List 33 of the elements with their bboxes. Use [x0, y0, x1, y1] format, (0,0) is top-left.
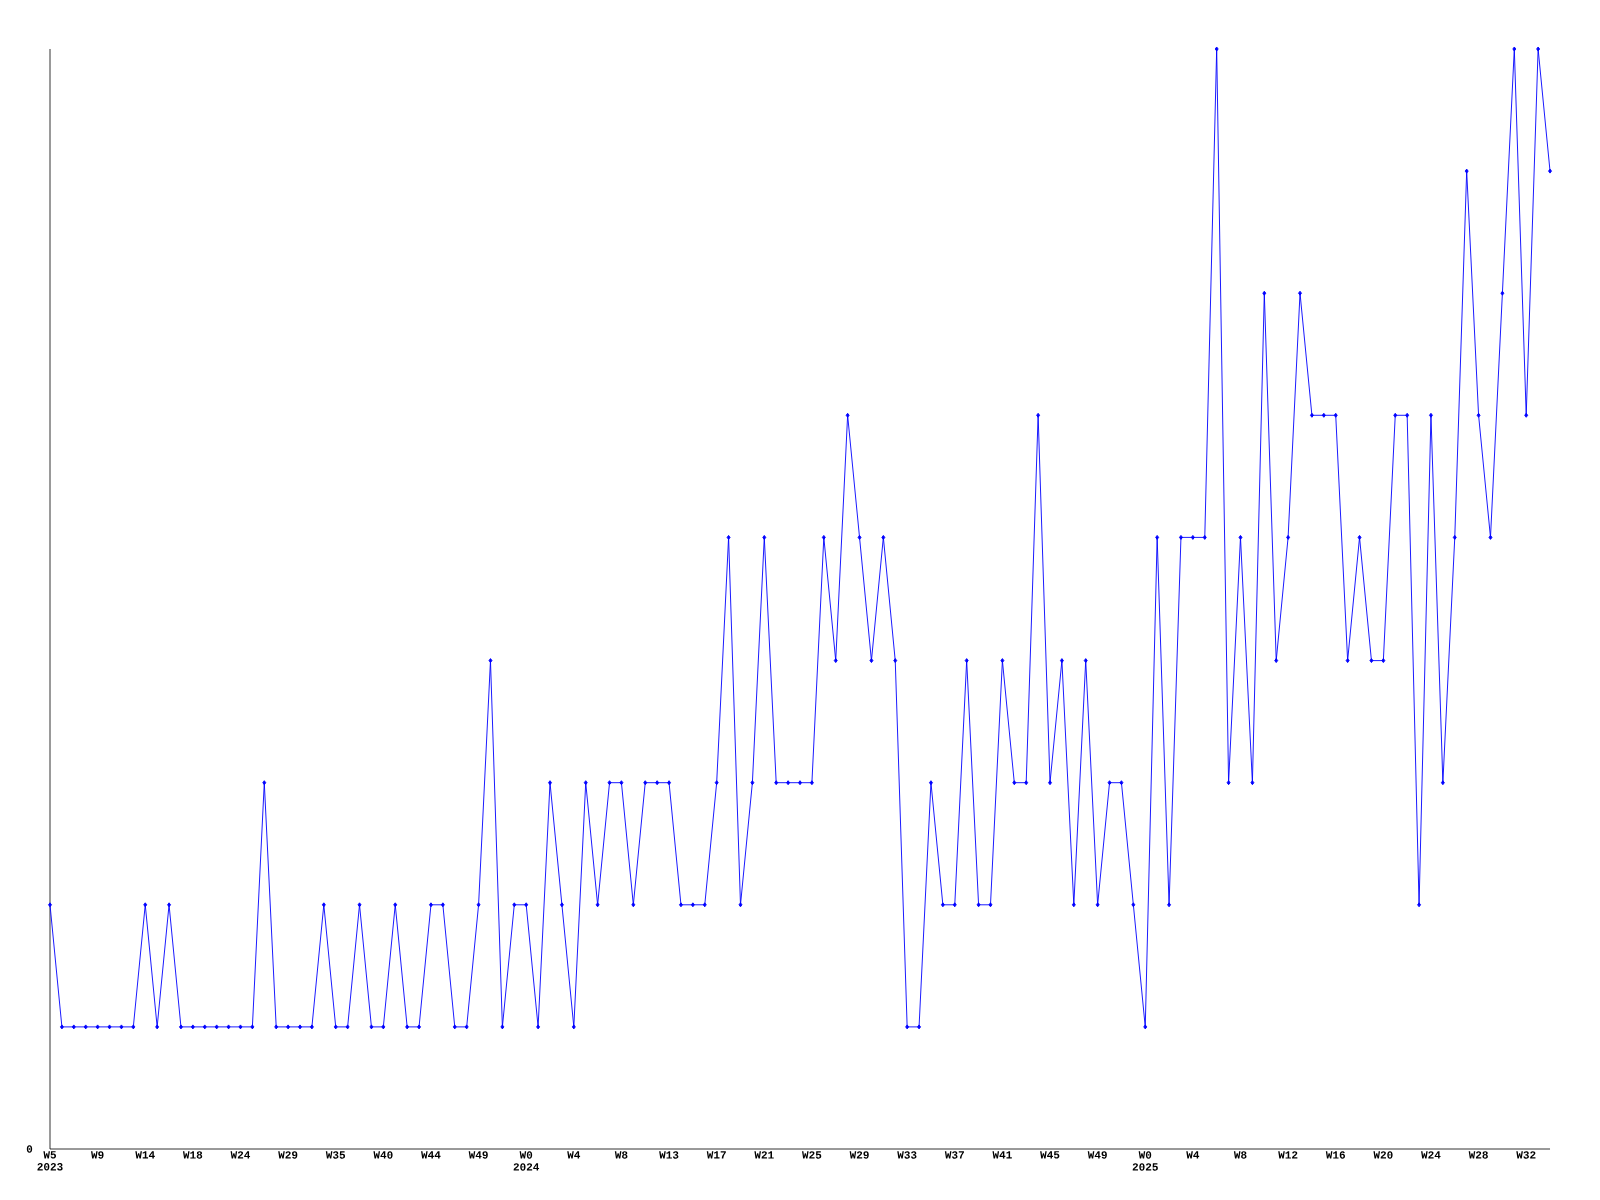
x-tick-label: W32: [1516, 1151, 1536, 1159]
x-tick-label: W49: [1087, 1151, 1107, 1159]
x-tick-label: W0 2024: [513, 1151, 540, 1171]
x-tick-label: W44: [421, 1151, 441, 1159]
x-tick-label: W41: [992, 1151, 1012, 1159]
x-tick-label: W4: [567, 1151, 581, 1159]
x-tick-label: W9: [91, 1151, 104, 1159]
x-tick-label: W0 2025: [1132, 1151, 1158, 1171]
x-tick-label: W18: [182, 1151, 203, 1159]
x-tick-label: W20: [1373, 1151, 1393, 1159]
x-tick-label: W8: [614, 1151, 628, 1159]
x-tick-label: W37: [944, 1151, 964, 1159]
x-tick-label: W8: [1233, 1151, 1247, 1159]
x-tick-label: W24: [1421, 1151, 1441, 1159]
x-tick-label: W33: [897, 1151, 917, 1159]
x-tick-label: W4: [1186, 1151, 1200, 1159]
x-tick-label: W17: [706, 1151, 726, 1159]
x-tick-label: W40: [373, 1151, 393, 1159]
x-tick-label: W13: [659, 1151, 679, 1159]
x-tick-label: W5 2023: [37, 1151, 63, 1171]
x-tick-label: W25: [802, 1151, 822, 1159]
text: 0: [26, 1145, 33, 1153]
x-tick-label: W14: [135, 1151, 155, 1159]
x-tick-label: W35: [325, 1151, 346, 1159]
x-tick-label: W16: [1325, 1151, 1346, 1159]
x-tick-label: W24: [230, 1151, 251, 1159]
x-tick-label: W29: [278, 1151, 298, 1159]
x-tick-label: W12: [1278, 1151, 1298, 1159]
x-tick-label: W45: [1040, 1151, 1060, 1159]
x-tick-label: W29: [849, 1151, 869, 1159]
x-tick-label: W49: [468, 1151, 488, 1159]
x-tick-label: W28: [1468, 1151, 1488, 1159]
x-tick-label: W21: [754, 1151, 774, 1159]
